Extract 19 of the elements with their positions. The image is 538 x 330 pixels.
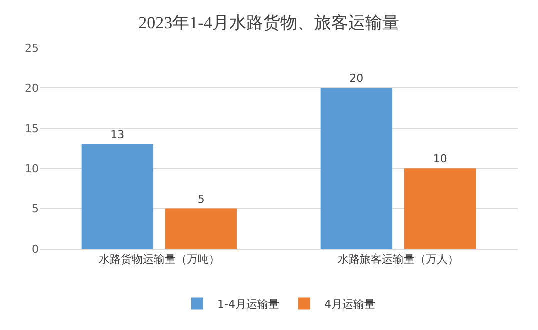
y-tick-label: 25 (25, 42, 39, 55)
legend-label: 4月运输量 (324, 298, 376, 311)
bar (82, 144, 154, 249)
data-label: 13 (110, 128, 125, 142)
bar (320, 88, 393, 249)
x-tick-label: 水路货物运输量（万吨） (99, 253, 220, 266)
y-tick-label: 5 (32, 202, 39, 216)
y-tick-label: 20 (25, 82, 39, 96)
bar (404, 168, 476, 249)
y-tick-label: 10 (25, 162, 39, 176)
bar (165, 208, 238, 249)
data-label: 20 (350, 72, 364, 86)
y-tick-label: 0 (32, 242, 39, 256)
x-tick-label: 水路旅客运输量（万人） (338, 253, 459, 266)
data-label: 5 (198, 192, 205, 206)
legend-label: 1-4月运输量 (218, 298, 280, 311)
data-label: 10 (433, 152, 448, 166)
chart-title: 2023年1-4月水路货物、旅客运输量 (138, 13, 400, 32)
y-tick-label: 15 (25, 122, 39, 136)
